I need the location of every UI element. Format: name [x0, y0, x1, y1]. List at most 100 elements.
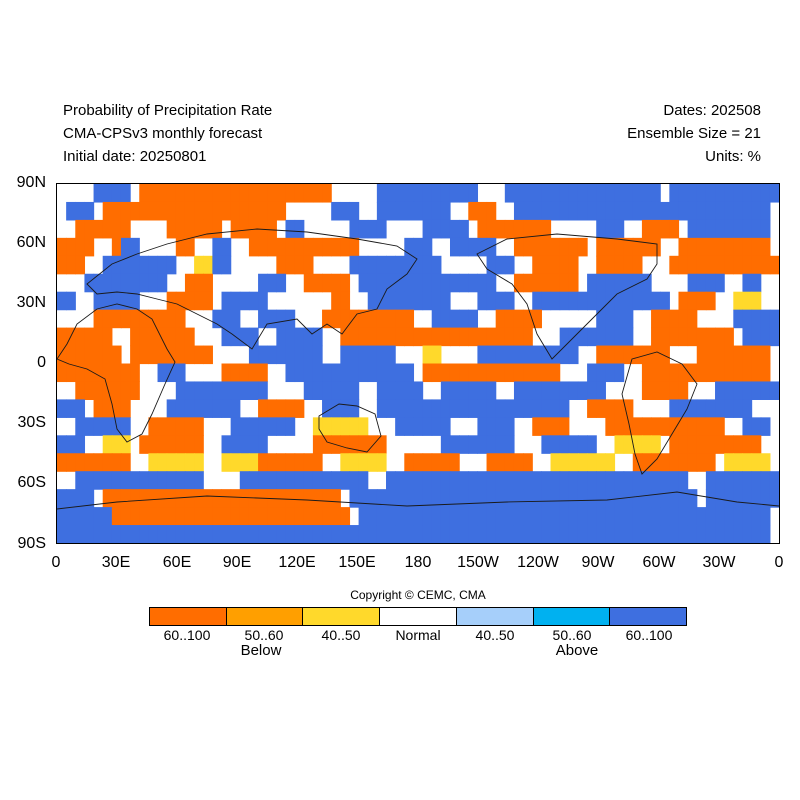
probability-cell	[331, 309, 341, 329]
probability-cell	[449, 184, 460, 203]
probability-cell	[84, 471, 95, 490]
probability-cell	[513, 471, 524, 490]
probability-cell	[751, 489, 762, 508]
probability-cell	[596, 327, 606, 347]
probability-cell	[404, 453, 415, 472]
probability-cell	[312, 363, 323, 383]
probability-cell	[130, 471, 140, 490]
probability-cell	[230, 489, 241, 508]
probability-cell	[623, 184, 634, 203]
probability-cell	[605, 327, 616, 347]
probability-cell	[395, 381, 405, 400]
probability-cell	[550, 345, 561, 365]
probability-cell	[294, 327, 305, 347]
probability-cell	[641, 507, 652, 526]
probability-cell	[504, 507, 515, 526]
probability-cell	[221, 507, 232, 526]
probability-cell	[322, 507, 332, 526]
probability-cell	[632, 184, 643, 203]
probability-cell	[331, 237, 341, 257]
probability-cell	[75, 453, 86, 472]
probability-cell	[431, 471, 442, 490]
probability-cell	[468, 309, 479, 329]
probability-cell	[577, 381, 588, 400]
probability-cell	[148, 184, 159, 203]
probability-cell	[705, 489, 716, 508]
probability-cell	[184, 184, 195, 203]
probability-cell	[632, 273, 643, 293]
probability-cell	[422, 184, 433, 203]
probability-cell	[587, 471, 597, 490]
probability-cell	[733, 435, 744, 454]
probability-cell	[733, 291, 744, 311]
colorbar-label: Normal	[395, 627, 441, 643]
probability-cell	[175, 219, 186, 239]
probability-cell	[687, 309, 698, 329]
probability-cell	[75, 525, 86, 543]
probability-cell	[303, 489, 314, 508]
probability-cell	[75, 327, 86, 347]
probability-cell	[696, 291, 707, 311]
probability-cell	[276, 345, 287, 365]
probability-cell	[157, 507, 168, 526]
probability-cell	[294, 507, 305, 526]
probability-cell	[194, 489, 204, 508]
probability-cell	[577, 453, 588, 472]
probability-cell	[760, 381, 771, 400]
probability-cell	[75, 345, 86, 365]
probability-cell	[724, 255, 734, 275]
probability-cell	[523, 237, 533, 257]
probability-cell	[340, 309, 351, 329]
probability-cell	[669, 381, 680, 400]
probability-cell	[769, 309, 779, 329]
probability-cell	[258, 417, 268, 436]
probability-cell	[660, 507, 670, 526]
probability-cell	[596, 489, 606, 508]
probability-cell	[495, 525, 506, 543]
probability-cell	[632, 237, 643, 257]
probability-cell	[468, 525, 479, 543]
probability-cell	[678, 453, 689, 472]
probability-cell	[733, 309, 744, 329]
probability-cell	[431, 345, 442, 365]
probability-cell	[532, 255, 542, 275]
probability-cell	[294, 184, 305, 203]
probability-cell	[449, 219, 460, 239]
probability-cell	[641, 273, 652, 293]
lat-label-60n: 60N	[16, 234, 46, 251]
probability-cell	[157, 363, 168, 383]
probability-cell	[459, 184, 469, 203]
lat-label-90s: 90S	[17, 535, 46, 552]
probability-cell	[705, 417, 716, 436]
probability-cell	[623, 309, 634, 329]
probability-cell	[523, 184, 533, 203]
probability-cell	[139, 489, 149, 508]
lon-label-150e: 150E	[338, 554, 376, 571]
probability-cell	[120, 255, 131, 275]
probability-cell	[687, 184, 698, 203]
colorbar-group-above: Above	[555, 642, 599, 659]
probability-cell	[148, 255, 159, 275]
probability-cell	[258, 291, 268, 311]
probability-cell	[57, 399, 67, 418]
probability-cell	[120, 525, 131, 543]
probability-cell	[541, 363, 552, 383]
probability-cell	[294, 453, 305, 472]
probability-cell	[148, 201, 159, 221]
probability-cell	[111, 471, 122, 490]
probability-cell	[459, 363, 469, 383]
probability-cell	[276, 399, 287, 418]
probability-cell	[559, 399, 570, 418]
probability-cell	[111, 435, 122, 454]
probability-cell	[742, 184, 753, 203]
probability-cell	[331, 489, 341, 508]
probability-cell	[705, 525, 716, 543]
probability-cell	[221, 363, 232, 383]
probability-cell	[513, 381, 524, 400]
probability-cell	[733, 237, 744, 257]
probability-cell	[258, 381, 268, 400]
probability-cell	[614, 345, 625, 365]
probability-cell	[66, 291, 76, 311]
colorbar-group-below: Below	[240, 642, 282, 659]
probability-cell	[504, 489, 515, 508]
